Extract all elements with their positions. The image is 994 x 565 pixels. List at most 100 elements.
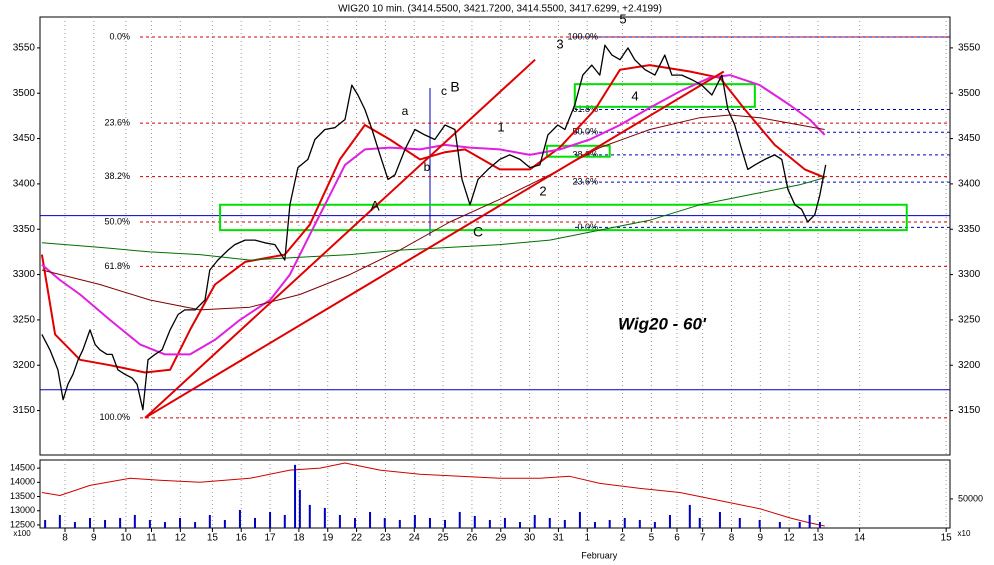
volume-bar: [818, 522, 821, 528]
x-tick-label: 19: [322, 533, 334, 544]
y-tick-label: 12500: [10, 519, 35, 529]
y-tick-label: 3550: [13, 43, 36, 54]
annotation: Wig20 - 60': [618, 314, 707, 333]
volume-bar: [688, 504, 691, 528]
fib-label: 38.2%: [104, 171, 130, 181]
y-tick-label: 3150: [13, 405, 36, 416]
volume-bar: [578, 511, 581, 528]
volume-bar: [238, 509, 241, 528]
volume-bar: [104, 519, 107, 528]
volume-bar: [119, 518, 122, 528]
fib-label: 100.0%: [567, 31, 598, 41]
x-tick-label: 15: [207, 533, 219, 544]
y-tick-label-right: 3150: [958, 405, 981, 416]
volume-bar: [308, 504, 311, 528]
volume-bar: [638, 519, 641, 528]
x-tick-label: 15: [941, 533, 953, 544]
fib-label: 61.8%: [104, 261, 130, 271]
volume-bar: [338, 514, 341, 528]
volume-panel: [39, 459, 951, 529]
volume-bar: [718, 511, 721, 528]
annotation: b: [424, 160, 431, 174]
volume-bar: [458, 511, 461, 528]
x-tick-label: 9: [758, 533, 764, 544]
volume-bar: [163, 522, 166, 528]
y-tick-label-right: 3200: [958, 360, 981, 371]
volume-bar: [208, 514, 211, 528]
volume-bar: [778, 522, 781, 528]
volume-bar: [428, 518, 431, 528]
y-tick-label-right: 3550: [958, 43, 981, 54]
volume-bar: [194, 522, 197, 528]
series-line: [41, 44, 827, 411]
chart-title: WIG20 10 min. (3414.5500, 3421.7200, 341…: [338, 4, 662, 15]
volume-bar: [398, 519, 401, 528]
x-tick-label: 30: [524, 533, 536, 544]
x-tick-label: 14: [854, 533, 866, 544]
y-tick-label: 3300: [13, 269, 36, 280]
y-tick-label: 3500: [13, 88, 36, 99]
x-tick-label: 11: [146, 533, 157, 544]
volume-bar: [444, 519, 447, 528]
y-tick-label-right: 3450: [958, 133, 981, 144]
y-tick-label: 14500: [10, 463, 35, 473]
volume-bar: [623, 518, 626, 528]
x-tick-label: 23: [380, 533, 392, 544]
y-tick-label-right: 3300: [958, 269, 981, 280]
x-tick-label: 16: [236, 533, 248, 544]
y2-unit: x10: [958, 529, 971, 538]
volume-bar: [413, 514, 416, 528]
y-tick-label: 3250: [13, 315, 36, 326]
volume-bar: [58, 514, 61, 528]
fib-label: 23.6%: [572, 176, 598, 186]
volume-bar: [323, 507, 326, 528]
fib-label: 23.6%: [104, 118, 130, 128]
annotation: a: [402, 104, 409, 118]
volume-bar: [488, 519, 491, 528]
annotation: 3: [556, 36, 563, 51]
y-tick-label: 3200: [13, 360, 36, 371]
volume-bar: [369, 511, 372, 528]
x-tick-label: 18: [293, 533, 305, 544]
series-line: [41, 462, 825, 527]
x-tick-label: 8: [729, 533, 735, 544]
x-tick-label: 17: [265, 533, 277, 544]
trend-line: [144, 58, 536, 419]
y-tick-label: 3350: [13, 224, 36, 235]
volume-bar: [593, 522, 596, 528]
x-tick-label: 26: [466, 533, 478, 544]
y-tick-label: 14000: [10, 477, 35, 487]
x-tick-label: 5: [649, 533, 655, 544]
volume-bar: [473, 515, 476, 528]
price-panel: [39, 16, 951, 456]
volume-bar: [88, 518, 91, 528]
volume-bar: [518, 522, 521, 528]
x-tick-label: 10: [120, 533, 132, 544]
x-tick-label: 24: [409, 533, 421, 544]
volume-bar: [608, 519, 611, 528]
fib-label: 50.0%: [104, 216, 130, 226]
y-tick-label: 3450: [13, 133, 36, 144]
y-unit: x100: [13, 529, 31, 538]
y-tick-label: 13000: [10, 505, 35, 515]
series-line: [41, 177, 825, 261]
series-line: [40, 64, 826, 374]
trend-line: [144, 70, 725, 419]
x-tick-label: 31: [553, 533, 565, 544]
x-tick-label: 12: [784, 533, 796, 544]
y2-tick-label: 50000: [958, 493, 983, 503]
fib-label: 0.0%: [109, 31, 130, 41]
volume-bar: [503, 518, 506, 528]
volume-bar: [44, 519, 47, 528]
y-tick-label-right: 3250: [958, 315, 981, 326]
x-tick-label: 8: [62, 533, 68, 544]
volume-bar: [73, 522, 76, 528]
volume-bar: [808, 514, 811, 528]
volume-bar: [294, 464, 297, 528]
x-tick-label: 13: [812, 533, 824, 544]
volume-bar: [179, 518, 182, 528]
volume-bar: [548, 518, 551, 528]
volume-bar: [758, 519, 761, 528]
